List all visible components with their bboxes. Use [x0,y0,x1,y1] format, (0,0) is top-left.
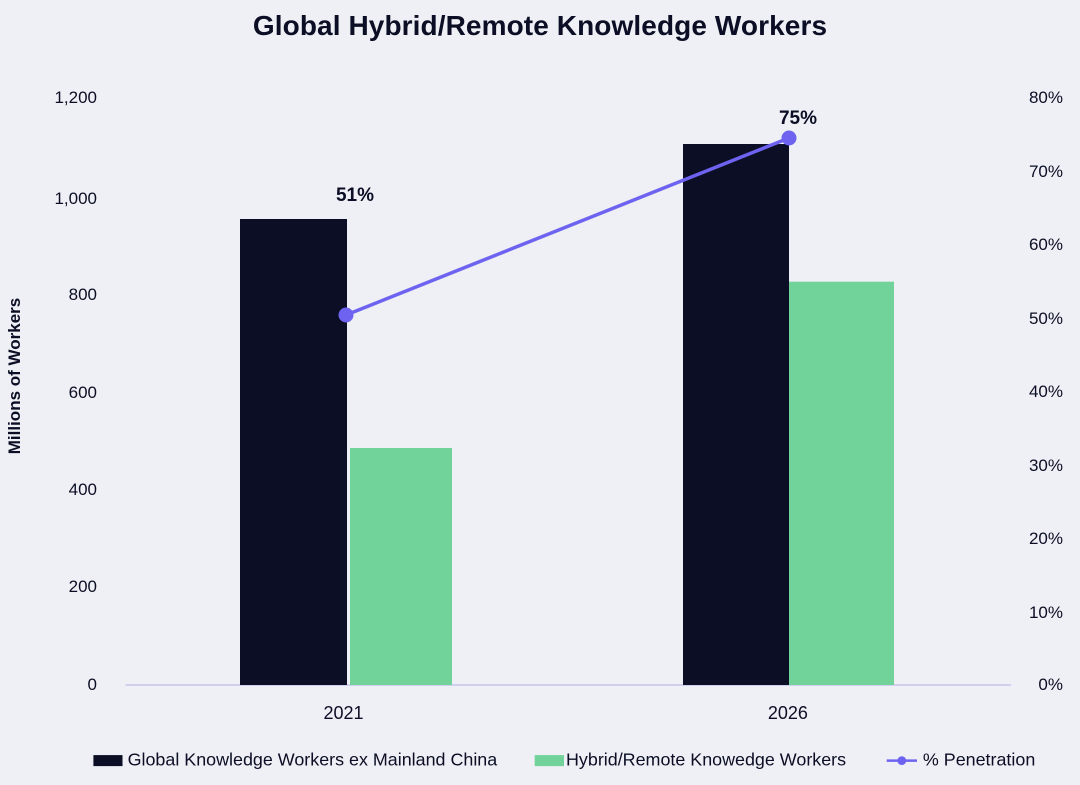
svg-text:30%: 30% [1029,456,1063,475]
svg-text:Hybrid/Remote Knowedge Workers: Hybrid/Remote Knowedge Workers [566,750,846,770]
svg-text:0%: 0% [1038,675,1063,694]
svg-text:600: 600 [69,383,97,402]
svg-text:800: 800 [69,285,97,304]
svg-text:75%: 75% [779,108,817,129]
svg-text:% Penetration: % Penetration [923,750,1035,770]
svg-text:1,000: 1,000 [54,189,97,208]
svg-text:Millions of Workers: Millions of Workers [5,298,24,455]
svg-text:0: 0 [88,675,97,694]
svg-text:2021: 2021 [323,703,363,723]
svg-text:60%: 60% [1029,235,1063,254]
svg-text:20%: 20% [1029,529,1063,548]
svg-text:50%: 50% [1029,309,1063,328]
svg-text:70%: 70% [1029,162,1063,181]
svg-text:400: 400 [69,480,97,499]
svg-text:40%: 40% [1029,382,1063,401]
svg-text:1,200: 1,200 [54,88,97,107]
svg-text:51%: 51% [336,185,374,206]
svg-text:2026: 2026 [768,703,808,723]
svg-text:200: 200 [69,577,97,596]
svg-text:10%: 10% [1029,603,1063,622]
svg-text:Global Knowledge Workers ex Ma: Global Knowledge Workers ex Mainland Chi… [128,750,498,770]
svg-text:80%: 80% [1029,88,1063,107]
